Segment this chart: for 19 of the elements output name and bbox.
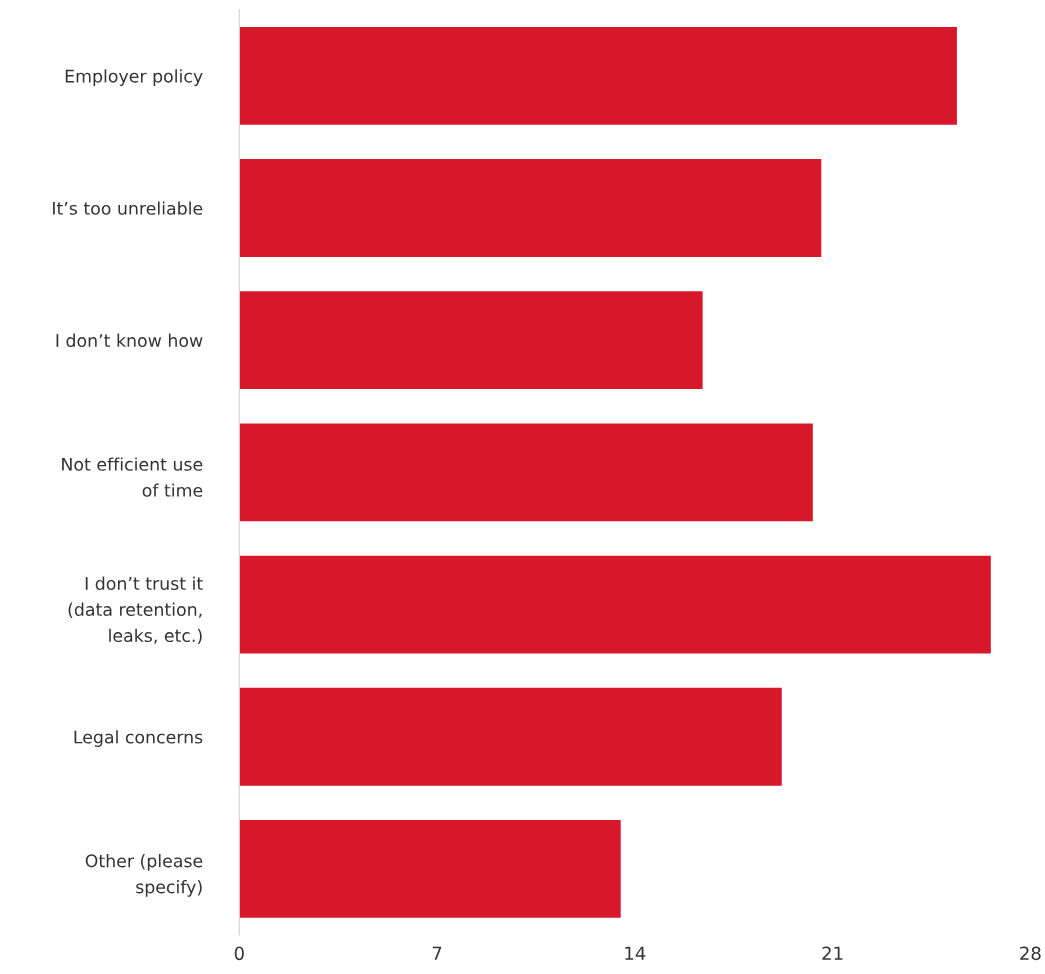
y-tick-label: Employer policy xyxy=(65,69,203,87)
bar xyxy=(239,687,782,786)
x-tick-label: 28 xyxy=(1020,946,1041,961)
x-tick-label: 0 xyxy=(234,946,244,961)
bar xyxy=(239,555,991,654)
y-tick-label: It’s too unreliable xyxy=(53,201,203,215)
y-tick-label: Not efficient use of time xyxy=(62,457,203,497)
bar xyxy=(239,423,813,522)
y-tick-label: I don’t trust it (data retention, leaks, etc.) xyxy=(68,576,203,645)
y-tick-label: Other (please specify) xyxy=(85,853,203,897)
bar xyxy=(239,26,957,125)
bar xyxy=(239,820,621,918)
x-tick-label: 7 xyxy=(432,946,442,960)
bar xyxy=(239,291,703,390)
x-tick-label: 21 xyxy=(822,946,843,960)
bar xyxy=(239,159,822,257)
x-tick-label: 14 xyxy=(625,946,646,960)
y-tick-label: I don’t know how xyxy=(56,333,203,348)
y-tick-label: Legal concerns xyxy=(74,730,203,747)
